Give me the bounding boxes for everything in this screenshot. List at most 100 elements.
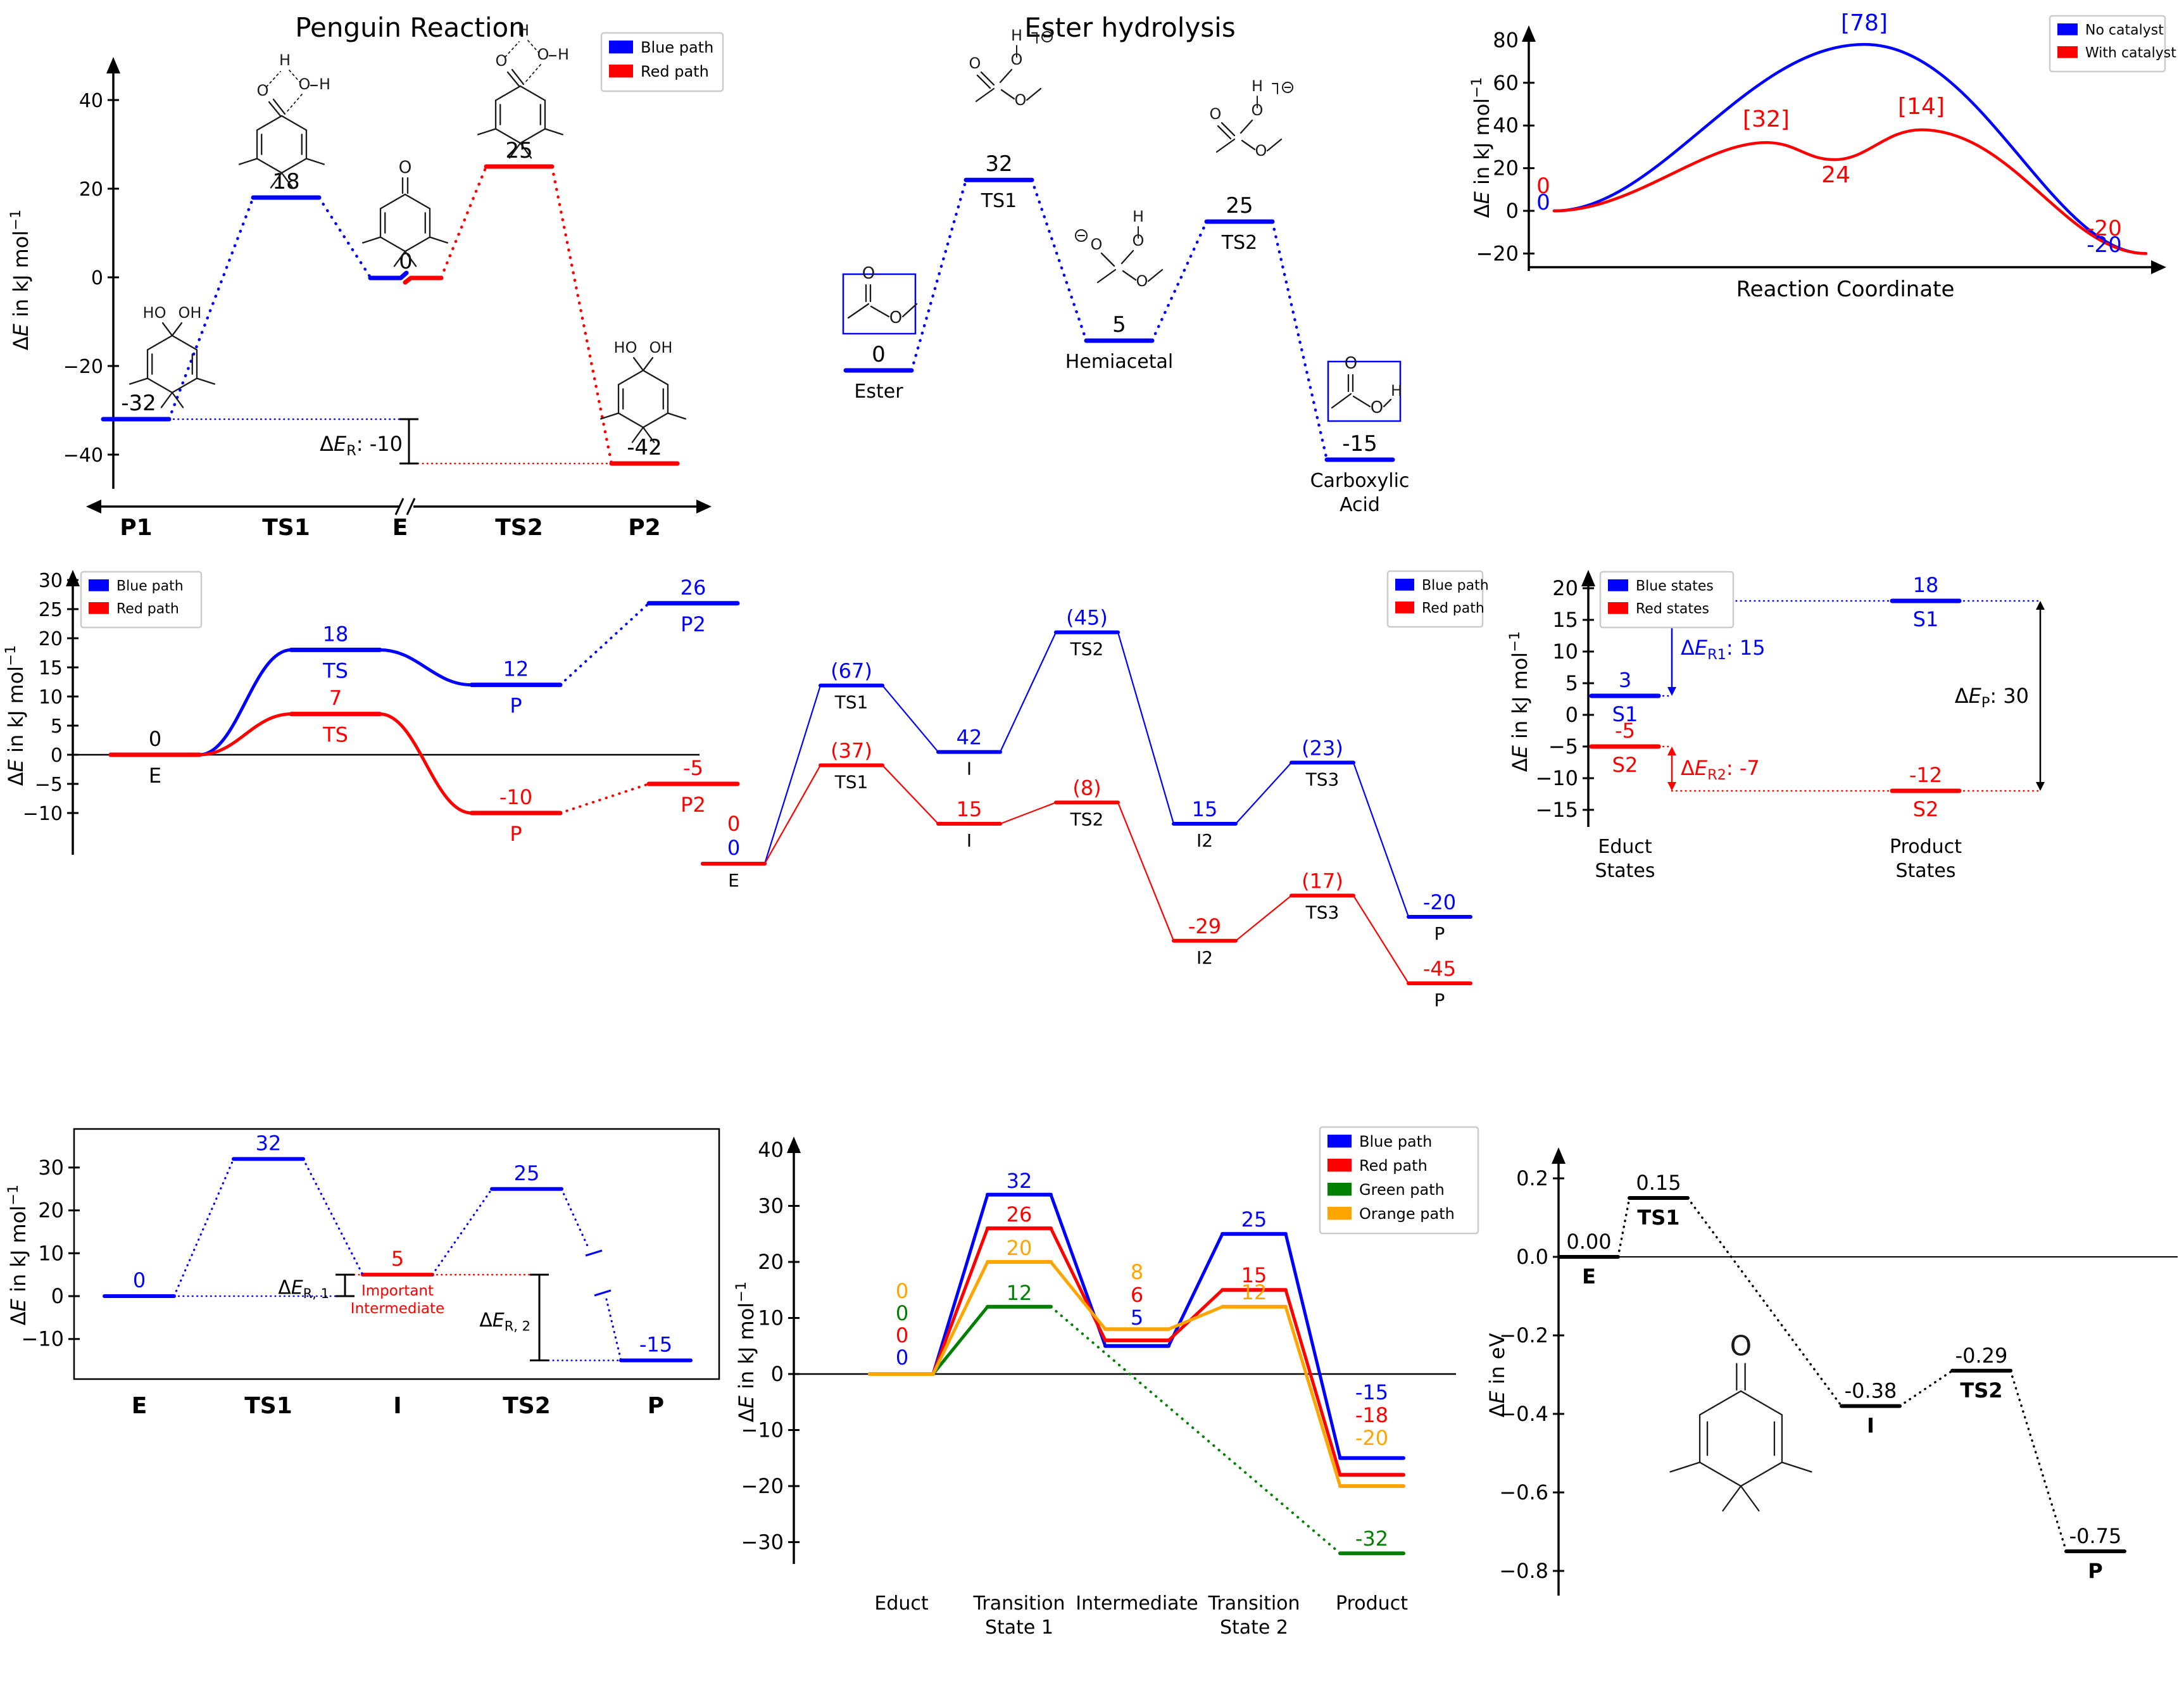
value-label: (37)	[831, 739, 872, 763]
connector	[317, 196, 372, 279]
charge-circle	[1282, 82, 1293, 93]
y-tick-label: 0	[1506, 199, 1519, 223]
y-axis-label: ΔE in kJ mol−1​	[5, 1185, 30, 1325]
molecule-box	[842, 273, 917, 335]
y-tick-label: −40	[63, 444, 103, 467]
connector-break	[585, 1249, 603, 1257]
state-label: TS1	[1637, 1206, 1679, 1230]
value-label: 0	[872, 342, 886, 367]
x-tick-label: TS1	[244, 1393, 292, 1419]
value-label: 25	[514, 1161, 540, 1185]
y-axis-label: ΔE in kJ mol−1​	[8, 210, 33, 350]
state-label: TS2	[1070, 639, 1104, 660]
y-tick-label: −30	[741, 1530, 784, 1554]
legend-swatch	[1327, 1183, 1352, 1196]
bond	[268, 101, 282, 117]
bond	[285, 94, 303, 114]
bond	[280, 115, 308, 131]
atom-label: O	[862, 264, 875, 283]
y-tick-label: 30	[38, 1156, 64, 1180]
value-label: 0	[896, 1346, 908, 1370]
molecule-tetrahedral-ts-anion: O OHO	[1210, 77, 1293, 160]
chart-catalysis-curves: 80 60 40 20 0 −20 ΔE in kJ mol−1​ Reaction Coor…	[1469, 10, 2176, 302]
value-label: -5	[1615, 719, 1635, 743]
chart-multi-step: (67) TS1 42 I (45) TS2 15 I2 (23) TS3 -20 P (37) TS1 1…	[701, 570, 1489, 1011]
y-tick-label: −5	[35, 774, 63, 796]
connector	[378, 712, 474, 815]
chart-ev-profile: 0.2 0.0 −0.2 −0.4 −0.6 −0.8 ΔE in eV 0.00 E 0.15 T…	[1485, 1147, 2178, 1596]
state-label: S2	[1913, 797, 1939, 821]
y-tick-label: 0	[51, 1284, 64, 1308]
value-label: 0	[727, 836, 740, 860]
connector	[1271, 220, 1329, 462]
value-label: 20	[1007, 1236, 1032, 1260]
state-label: I	[967, 759, 972, 779]
value-label: 0	[896, 1279, 908, 1303]
connector	[764, 765, 821, 864]
bond	[1096, 268, 1117, 284]
connector	[559, 783, 650, 814]
y-tick-label: 30	[758, 1194, 784, 1218]
connector	[1117, 802, 1175, 942]
value-label: -15	[1342, 431, 1378, 457]
chart-four-paths: 40 30 20 10 0 −10 −20 −30 ΔE in kJ mol−1​ Educt Tr…	[733, 1126, 1479, 1639]
atom-label: O	[1255, 142, 1267, 160]
atom-label: O	[1015, 91, 1027, 109]
molecule-diol: HO OH	[129, 304, 216, 408]
y-tick-label: −0.4	[1499, 1402, 1548, 1426]
state-label: E	[149, 764, 161, 788]
bond	[524, 64, 541, 84]
legend-entry: Blue path	[1422, 578, 1489, 594]
chart-educt-product-states: 20 15 10 5 0 −5 −10 −15 ΔE in kJ mol−1​ 3 S1 18 S1 ΔE…	[1507, 570, 2045, 882]
bond	[256, 158, 283, 174]
connector	[763, 685, 822, 864]
x-tick-label: TS2	[503, 1393, 551, 1419]
bond	[642, 426, 655, 443]
atom-label: OH	[650, 339, 673, 356]
bond	[519, 142, 532, 159]
y-tick-label: 10	[1552, 640, 1578, 664]
y-tick-label: 10	[38, 1241, 64, 1265]
bond	[1331, 393, 1352, 409]
y-tick-label: −10	[21, 1327, 64, 1351]
state-label: TS1	[834, 772, 869, 793]
value-label: -32	[121, 391, 156, 416]
value-label: 18	[323, 622, 349, 646]
intermediate-note: Important	[361, 1283, 434, 1299]
y-tick-label: 0	[51, 745, 63, 767]
state-label: I	[967, 830, 972, 851]
x-tick-label: TS1	[262, 515, 310, 541]
y-tick-label: 20	[758, 1250, 784, 1274]
connector	[1000, 632, 1057, 753]
molecule-hemiacetal-anion: O OHO	[1075, 208, 1164, 290]
level-E-red	[403, 275, 444, 285]
state-label: P	[2088, 1559, 2102, 1583]
bond	[1239, 119, 1253, 134]
legend-swatch	[609, 41, 633, 54]
connector	[431, 1188, 493, 1276]
value-label: 0	[727, 812, 740, 836]
connector	[931, 1193, 989, 1376]
connector	[560, 1188, 590, 1250]
state-label: P2	[681, 793, 706, 817]
bond	[1100, 252, 1115, 267]
legend-swatch	[1395, 579, 1414, 591]
connector	[167, 196, 255, 421]
bond	[404, 250, 417, 267]
legend-swatch	[1608, 579, 1628, 591]
x-tick-label: Product	[1890, 836, 1962, 858]
x-tick-label: States	[1595, 860, 1655, 882]
value-label: -15	[1355, 1380, 1388, 1404]
connector	[1167, 1232, 1224, 1348]
connector	[1353, 895, 1409, 984]
connector	[1049, 1226, 1107, 1342]
y-tick-label: −10	[1535, 766, 1578, 790]
connector	[910, 178, 968, 372]
value-label: (23)	[1302, 736, 1343, 760]
value-label: 18	[1913, 573, 1939, 597]
y-axis-arrow	[1522, 25, 1536, 42]
connector	[1898, 1370, 1954, 1408]
value-label: 25	[1226, 193, 1253, 218]
